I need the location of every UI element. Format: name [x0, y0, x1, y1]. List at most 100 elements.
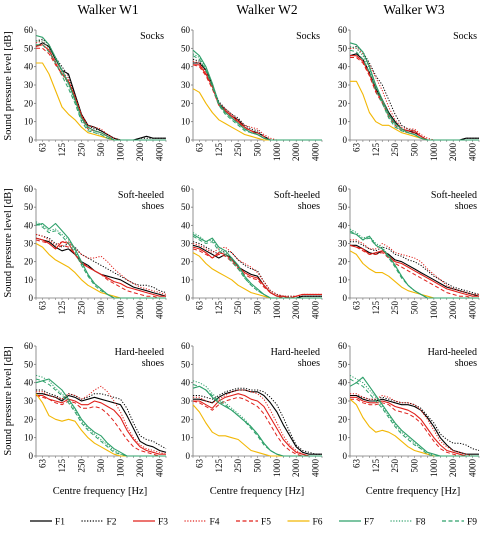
- series-line-f4: [192, 60, 322, 141]
- y-tick-label: 10: [338, 117, 348, 127]
- series-line-f6: [35, 243, 166, 299]
- panel-3-3: 0 10 20 30 40 50 60 63 125 250 500 1000 2000 4000 Hard…: [338, 341, 480, 478]
- x-tick-label: 250: [390, 143, 400, 157]
- x-tick-label: 4000: [311, 143, 321, 162]
- y-tick-label: 40: [338, 378, 348, 388]
- y-tick-label: 40: [181, 220, 191, 230]
- y-tick-label: 50: [181, 202, 191, 212]
- x-tick-label: 4000: [468, 301, 478, 320]
- series-line-f8: [349, 228, 479, 299]
- y-tick-label: 60: [24, 341, 34, 351]
- legend-label-f4: F4: [210, 518, 220, 528]
- panel-label: Hard-heeled: [271, 347, 320, 358]
- series-line-f8: [349, 46, 479, 141]
- x-tick-label: 500: [96, 143, 106, 157]
- series-line-f1: [36, 393, 167, 453]
- y-tick-label: 30: [24, 396, 34, 406]
- series-line-f3: [36, 394, 166, 455]
- panel-label: Soft-heeled: [118, 190, 164, 201]
- y-tick-label: 40: [181, 62, 191, 72]
- series-line-f7: [349, 376, 479, 457]
- series-line-f3: [192, 246, 322, 299]
- y-tick-label: 60: [338, 341, 348, 351]
- x-tick-label: 2000: [291, 459, 301, 478]
- series-line-f3: [350, 55, 479, 141]
- x-tick-label: 125: [371, 459, 381, 473]
- x-tick-label: 1000: [429, 459, 439, 478]
- y-tick-label: 60: [24, 184, 34, 194]
- y-tick-label: 0: [343, 451, 348, 461]
- series-line-f4: [350, 393, 479, 457]
- x-tick-label: 500: [253, 143, 263, 157]
- y-tick-label: 10: [338, 275, 348, 285]
- legend: F1 F2 F3 F4 F5 F6 F7 F8 F9: [30, 518, 477, 528]
- x-tick-label: 63: [38, 301, 48, 311]
- series-line-f2: [35, 233, 167, 294]
- y-tick-label: 0: [343, 135, 348, 145]
- series-line-f2: [350, 241, 480, 295]
- series-line-f2: [350, 395, 480, 451]
- y-tick-label: 0: [186, 451, 191, 461]
- x-tick-label: 1000: [429, 301, 439, 320]
- y-tick-label: 20: [24, 257, 34, 267]
- y-tick-label: 60: [24, 25, 34, 35]
- column-title-w3: Walker W3: [383, 2, 445, 17]
- series-line-f6: [192, 252, 322, 299]
- series-line-f5: [350, 57, 479, 141]
- x-tick-label: 125: [57, 143, 67, 157]
- x-tick-label: 1000: [116, 143, 126, 162]
- series-line-f7: [192, 233, 322, 299]
- x-tick-label: 500: [96, 459, 106, 473]
- x-tick-label: 2000: [448, 301, 458, 320]
- x-axis-title-w3: Centre frequency [Hz]: [366, 486, 460, 497]
- column-title-w1: Walker W1: [77, 2, 138, 17]
- y-tick-label: 10: [24, 275, 34, 285]
- x-tick-label: 1000: [116, 301, 126, 320]
- y-tick-label: 10: [24, 433, 34, 443]
- series-line-f1: [193, 62, 322, 141]
- series-line-f9: [349, 49, 479, 141]
- panel-label: Socks: [453, 31, 477, 42]
- y-tick-label: 30: [181, 396, 191, 406]
- y-tick-label: 50: [181, 43, 191, 53]
- series-line-f9: [192, 384, 322, 457]
- y-tick-label: 50: [24, 43, 34, 53]
- series-line-f2: [36, 389, 167, 450]
- x-tick-label: 63: [194, 301, 204, 311]
- panel-1-1: 0 10 20 30 40 50 60 63 125 250 500 1000 2000 4000 Sock…: [24, 25, 167, 162]
- y-tick-label: 10: [24, 117, 34, 127]
- y-tick-label: 0: [29, 135, 34, 145]
- series-line-f2: [35, 38, 166, 141]
- x-tick-label: 125: [214, 459, 224, 473]
- series-line-f8: [349, 374, 479, 457]
- y-tick-label: 30: [338, 80, 348, 90]
- y-tick-label: 40: [181, 378, 191, 388]
- series-line-f6: [36, 62, 166, 141]
- x-tick-label: 4000: [468, 143, 478, 162]
- y-tick-label: 20: [24, 414, 34, 424]
- legend-label-f2: F2: [107, 518, 117, 528]
- x-tick-label: 63: [194, 143, 204, 153]
- x-tick-label: 500: [253, 459, 263, 473]
- y-tick-label: 30: [338, 396, 348, 406]
- series-line-f5: [350, 398, 479, 457]
- series-line-f1: [35, 237, 167, 297]
- panel-label: Soft-heeled: [274, 190, 320, 201]
- x-tick-label: 500: [410, 301, 420, 315]
- panel-label: Soft-heeled: [431, 190, 477, 201]
- y-tick-label: 10: [181, 275, 191, 285]
- legend-label-f9: F9: [467, 518, 477, 528]
- series-line-f2: [349, 46, 479, 141]
- panel-3-2: 0 10 20 30 40 50 60 63 125 250 500 1000 2000 4000 Hard…: [181, 341, 323, 478]
- y-tick-label: 60: [338, 25, 348, 35]
- y-tick-label: 30: [24, 80, 34, 90]
- x-tick-label: 2000: [135, 301, 145, 320]
- y-tick-label: 10: [181, 117, 191, 127]
- x-tick-label: 500: [253, 301, 263, 315]
- x-tick-label: 500: [410, 459, 420, 473]
- series-line-f5: [35, 239, 166, 299]
- y-tick-label: 30: [338, 239, 348, 249]
- y-tick-label: 0: [186, 293, 191, 303]
- x-tick-label: 63: [351, 301, 361, 311]
- y-tick-label: 0: [186, 135, 191, 145]
